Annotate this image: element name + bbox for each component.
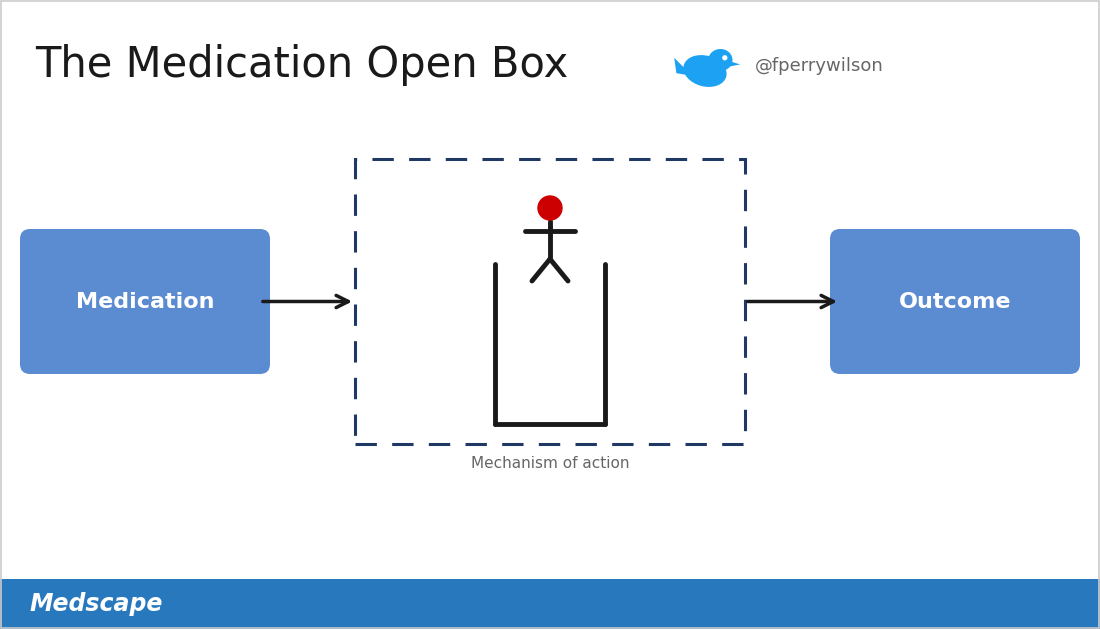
Text: Medication: Medication	[76, 291, 214, 311]
Text: The Medication Open Box: The Medication Open Box	[35, 44, 569, 86]
Polygon shape	[729, 61, 740, 67]
FancyBboxPatch shape	[20, 229, 270, 374]
Circle shape	[538, 196, 562, 220]
Ellipse shape	[689, 58, 717, 79]
Text: @fperrywilson: @fperrywilson	[755, 57, 883, 75]
FancyBboxPatch shape	[830, 229, 1080, 374]
Ellipse shape	[683, 55, 727, 87]
Text: Mechanism of action: Mechanism of action	[471, 456, 629, 471]
Polygon shape	[674, 58, 690, 75]
Ellipse shape	[708, 49, 733, 71]
Circle shape	[723, 55, 727, 60]
Bar	[355, 159, 745, 444]
Text: Outcome: Outcome	[899, 291, 1011, 311]
Bar	[0, 579, 1100, 629]
Text: Medscape: Medscape	[30, 592, 164, 616]
